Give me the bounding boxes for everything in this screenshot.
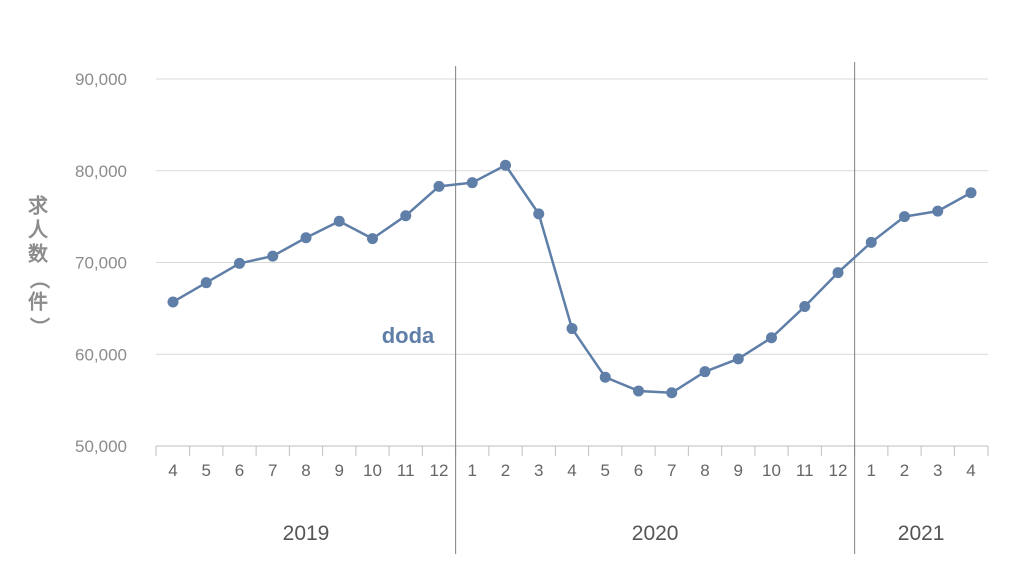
x-tick-label: 4 (567, 461, 576, 480)
y-tick-label: 50,000 (75, 437, 127, 456)
data-point (899, 211, 910, 223)
x-tick-label: 12 (829, 461, 848, 480)
y-tick-label: 90,000 (75, 70, 127, 89)
x-tick-label: 3 (534, 461, 543, 480)
series (167, 159, 977, 399)
series-label-doda: doda (382, 323, 435, 348)
x-tick-label: 6 (235, 461, 244, 480)
x-tick-label: 10 (762, 461, 781, 480)
x-tick-label: 2 (501, 461, 510, 480)
data-point (300, 232, 312, 244)
x-tick-label: 6 (634, 461, 643, 480)
data-point (167, 296, 179, 308)
data-point (633, 385, 644, 397)
y-tick-labels: 50,000 60,000 70,000 80,000 90,000 (75, 70, 127, 456)
x-tick-label: 2 (900, 461, 909, 480)
y-tick-label: 70,000 (75, 254, 127, 273)
axes (155, 62, 989, 554)
data-point (666, 387, 678, 399)
x-tick-label: 11 (397, 461, 415, 480)
data-point (732, 353, 744, 365)
x-tick-label: 12 (430, 461, 449, 480)
x-tick-label: 1 (867, 461, 876, 480)
x-tick-label: 10 (363, 461, 382, 480)
data-point (832, 267, 844, 279)
x-tick-label: 8 (301, 461, 310, 480)
data-point (932, 205, 944, 217)
data-point (766, 332, 777, 344)
year-label: 2019 (283, 522, 330, 545)
data-point (367, 233, 378, 245)
gridlines (156, 78, 988, 355)
x-tick-label: 4 (966, 461, 975, 480)
year-label: 2021 (898, 522, 945, 545)
year-label: 2020 (632, 522, 679, 545)
data-point (500, 159, 511, 171)
data-point (599, 371, 611, 383)
y-axis-label-char: 求 (28, 194, 49, 218)
x-tick-label: 7 (667, 461, 676, 480)
x-tick-label: 8 (700, 461, 709, 480)
data-point (400, 210, 412, 222)
y-axis-label-char: ） (28, 317, 52, 337)
x-tick-label: 3 (933, 461, 942, 480)
data-point (699, 366, 711, 378)
data-point (865, 236, 877, 248)
y-axis-label-char: 件 (28, 290, 48, 314)
data-point (533, 208, 545, 220)
x-tick-label: 9 (335, 461, 344, 480)
data-point (200, 277, 212, 289)
y-axis-label-char: （ (28, 269, 52, 289)
data-point (267, 250, 279, 262)
data-point (433, 180, 445, 192)
data-point (965, 187, 977, 199)
y-tick-label: 60,000 (75, 345, 127, 364)
x-tick-label: 4 (168, 461, 177, 480)
x-tick-label: 1 (468, 461, 477, 480)
year-labels: 2019 2020 2021 (283, 522, 945, 545)
data-point (799, 301, 811, 313)
series-line (172, 163, 972, 395)
y-axis-label: 求人数 （件 ） (28, 194, 52, 338)
x-tick-label: 7 (268, 461, 277, 480)
data-point (566, 323, 578, 335)
x-tick-label: 11 (796, 461, 814, 480)
data-point (466, 177, 478, 189)
y-tick-label: 80,000 (75, 162, 127, 181)
data-point (234, 257, 245, 269)
x-tick-label: 5 (601, 461, 610, 480)
x-tick-label: 5 (202, 461, 211, 480)
y-axis-label-char: 数 (28, 242, 49, 266)
data-point (333, 215, 345, 227)
x-tick-labels: 4 5 6 7 8 9 10 11 12 1 2 3 4 5 6 7 8 9 10 11 12 1 2 3 4 (168, 461, 975, 480)
x-tick-label: 9 (734, 461, 743, 480)
y-axis-label-char: 人 (28, 218, 49, 242)
